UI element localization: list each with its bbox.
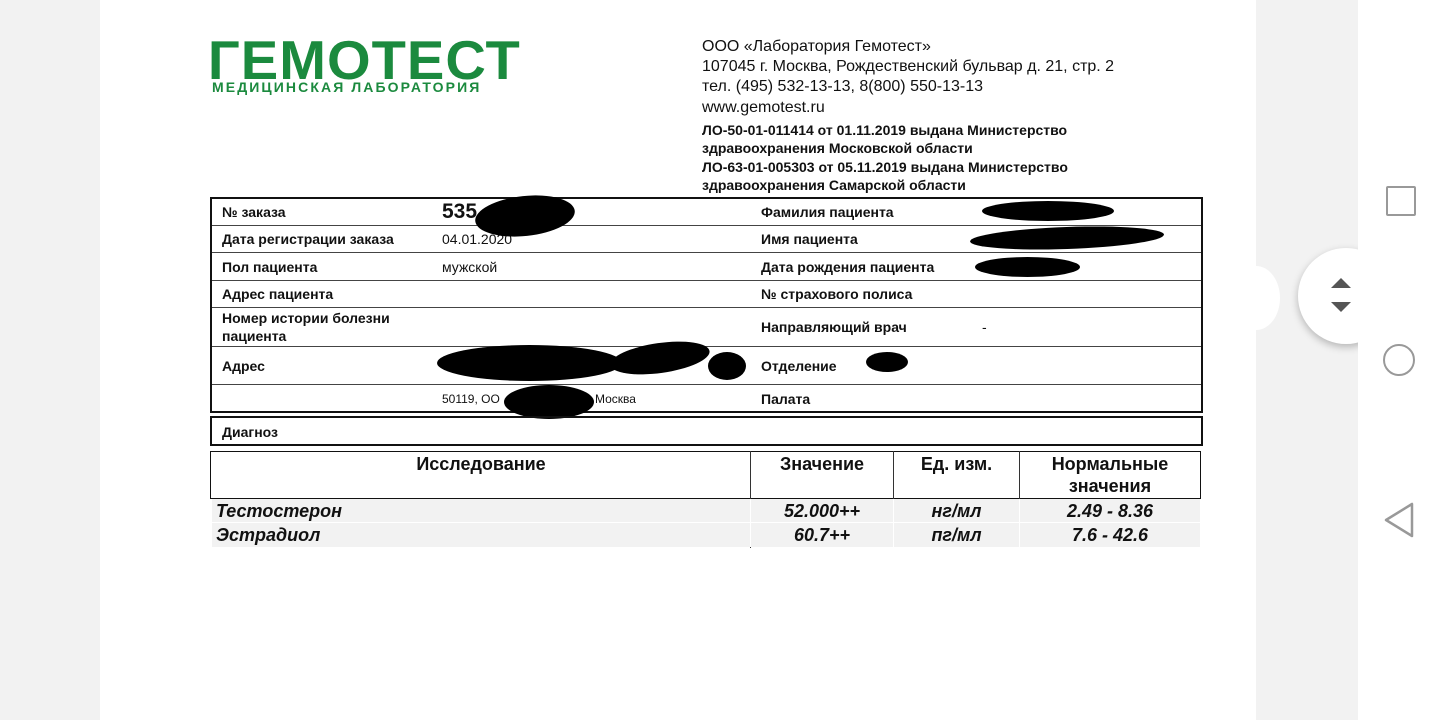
logo-subtitle: МЕДИЦИНСКАЯ ЛАБОРАТОРИЯ (212, 79, 482, 95)
ward-label: Палата (761, 391, 811, 407)
results-header (210, 451, 1201, 499)
doctor-value: - (982, 319, 987, 335)
address-line2-end: Москва (595, 392, 636, 406)
result-range: 7.6 - 42.6 (1071, 525, 1149, 545)
up-arrow-icon (1331, 278, 1351, 288)
document-page: ГЕМОТЕСТ МЕДИЦИНСКАЯ ЛАБОРАТОРИЯ ООО «Ла… (100, 0, 1256, 720)
header-unit: Ед. изм. (920, 454, 993, 474)
name-label: Имя пациента (761, 231, 858, 247)
doctor-label: Направляющий врач (761, 319, 907, 335)
redaction-mark (437, 345, 622, 381)
faint-circle (1232, 266, 1280, 330)
lab-name: ООО «Лаборатория Гемотест» (702, 38, 931, 55)
lab-address: 107045 г. Москва, Рождественский бульвар… (702, 58, 1115, 75)
order-info-table (210, 197, 1203, 413)
header-test: Исследование (416, 454, 546, 474)
header-value: Значение (779, 454, 865, 474)
surname-label: Фамилия пациента (761, 204, 894, 220)
recents-square-icon[interactable] (1386, 186, 1416, 216)
lab-website: www.gemotest.ru (702, 99, 825, 116)
license-2-cont: здравоохранения Самарской области (702, 177, 966, 193)
result-value: 60.7++ (793, 525, 851, 545)
home-circle-icon[interactable] (1383, 344, 1415, 376)
policy-label: № страхового полиса (761, 286, 913, 302)
redaction-mark (975, 257, 1080, 277)
diagnosis-label: Диагноз (222, 424, 278, 440)
dob-label: Дата рождения пациента (761, 259, 935, 275)
sex-value: мужской (442, 259, 498, 275)
sex-label: Пол пациента (222, 259, 318, 275)
redaction-mark (708, 352, 746, 380)
license-2: ЛО-63-01-005303 от 05.11.2019 выдана Мин… (702, 159, 1068, 175)
lab-phone: тел. (495) 532-13-13, 8(800) 550-13-13 (702, 78, 984, 95)
result-range: 2.49 - 8.36 (1066, 501, 1154, 521)
diagnosis-box (210, 416, 1203, 446)
history-label: Номер истории болезни (222, 310, 390, 326)
result-unit: нг/мл (931, 501, 982, 521)
reg-date-value: 04.01.2020 (442, 231, 513, 247)
result-test: Тестостерон (216, 501, 342, 521)
redaction-mark (504, 385, 594, 419)
logo: ГЕМОТЕСТ (207, 29, 521, 91)
address-label: Адрес (222, 358, 265, 374)
license-1-cont: здравоохранения Московской области (702, 140, 973, 156)
back-triangle-icon[interactable] (1384, 502, 1414, 538)
reg-date-label: Дата регистрации заказа (222, 231, 394, 247)
result-unit: пг/мл (931, 525, 982, 545)
patient-address-label: Адрес пациента (222, 286, 334, 302)
redaction-mark (866, 352, 908, 372)
history-label-cont: пациента (222, 328, 287, 344)
address-line2-start: 50119, ОО (442, 392, 500, 406)
down-arrow-icon (1331, 302, 1351, 312)
department-label: Отделение (761, 358, 837, 374)
order-no-label: № заказа (222, 204, 286, 220)
order-no-value: 535 (442, 200, 478, 223)
result-test: Эстрадиол (216, 525, 321, 545)
header-range: Нормальные значения (1051, 454, 1169, 496)
android-nav-bar (1358, 0, 1440, 720)
result-value: 52.000++ (783, 501, 861, 521)
license-1: ЛО-50-01-011414 от 01.11.2019 выдана Мин… (702, 122, 1068, 138)
redaction-mark (982, 201, 1114, 221)
